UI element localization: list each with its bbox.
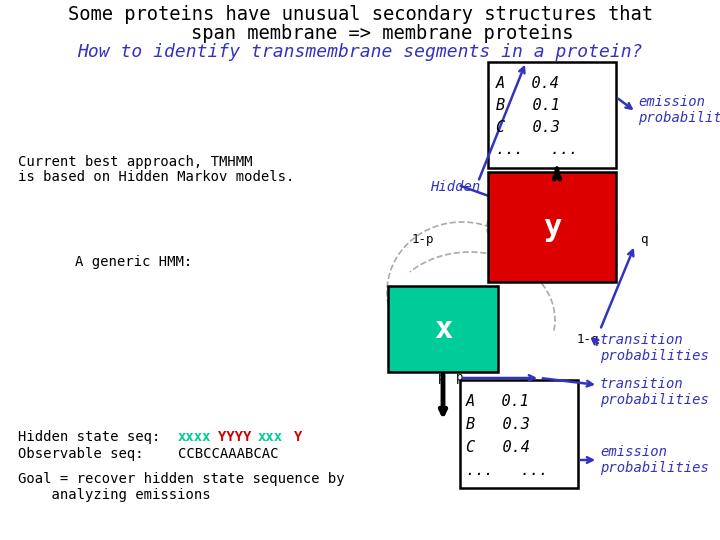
Text: ...   ...: ... ... (466, 463, 548, 478)
Bar (488, 62, 616, 168)
Text: CCBCCAAABCAC: CCBCCAAABCAC (178, 447, 279, 461)
Text: x: x (434, 314, 452, 343)
Text: is based on Hidden Markov models.: is based on Hidden Markov models. (18, 170, 294, 184)
Text: 1-p: 1-p (412, 233, 434, 246)
Text: Observable seq:: Observable seq: (18, 447, 177, 461)
Text: C   0.4: C 0.4 (466, 440, 530, 455)
Text: transition
probabilities: transition probabilities (600, 377, 709, 407)
Text: span membrane => membrane proteins: span membrane => membrane proteins (146, 24, 574, 43)
Text: q: q (640, 233, 647, 246)
Text: y: y (543, 213, 561, 241)
Text: Current best approach, TMHMM: Current best approach, TMHMM (18, 155, 253, 169)
Text: xxx: xxx (258, 430, 283, 444)
Text: ...   ...: ... ... (496, 142, 578, 157)
Bar (460, 380, 578, 488)
Text: emission
probabilities: emission probabilities (638, 95, 720, 125)
Text: C   0.3: C 0.3 (496, 120, 560, 135)
Text: A   0.4: A 0.4 (496, 76, 560, 91)
Text: transition
probabilities: transition probabilities (600, 333, 709, 363)
Text: Hidden state seq:: Hidden state seq: (18, 430, 177, 444)
Text: A generic HMM:: A generic HMM: (75, 255, 192, 269)
Text: How to identify transmembrane segments in a protein?: How to identify transmembrane segments i… (77, 43, 643, 61)
Text: p: p (456, 372, 464, 384)
Text: xxxx: xxxx (178, 430, 212, 444)
Text: B   0.3: B 0.3 (466, 417, 530, 432)
Text: 1-q: 1-q (577, 334, 599, 347)
Text: A   0.1: A 0.1 (466, 394, 530, 409)
Text: Goal = recover hidden state sequence by: Goal = recover hidden state sequence by (18, 472, 345, 486)
Text: analyzing emissions: analyzing emissions (18, 488, 211, 502)
Text: p: p (438, 372, 446, 384)
Text: YYYY: YYYY (218, 430, 251, 444)
Text: emission
probabilities: emission probabilities (600, 445, 709, 475)
Text: Hidden states: Hidden states (430, 180, 539, 194)
Bar (388, 286, 498, 372)
Text: B   0.1: B 0.1 (496, 98, 560, 113)
Text: Some proteins have unusual secondary structures that: Some proteins have unusual secondary str… (68, 5, 652, 24)
Text: Y: Y (294, 430, 302, 444)
Bar (488, 172, 616, 282)
